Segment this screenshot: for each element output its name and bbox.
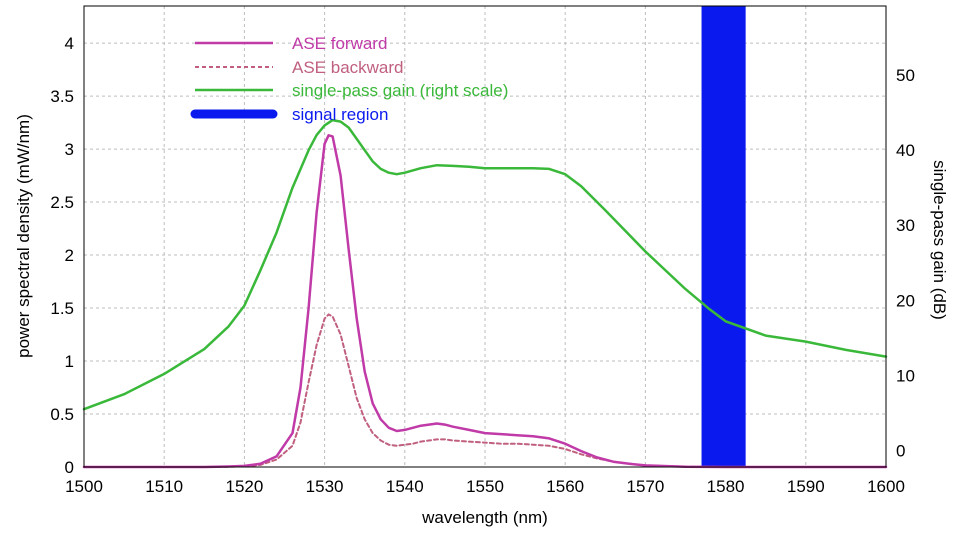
y-tick-label: 2.5 [50, 193, 74, 212]
x-tick-label: 1580 [707, 477, 745, 496]
x-tick-label: 1500 [65, 477, 103, 496]
x-tick-label: 1560 [546, 477, 584, 496]
x-tick-label: 1600 [867, 477, 905, 496]
x-ticks: 1500 1510 1520 1530 1540 1550 1560 1570 1580 1590… [65, 477, 905, 496]
plot-frame [83, 5, 887, 468]
series-line-ase-0 [82, 134, 888, 469]
signal-region-layer [701, 6, 746, 467]
y-tick-label: 4 [65, 34, 74, 53]
x-axis-label: wavelength (nm) [421, 508, 548, 527]
legend-label-ase-forward: ASE forward [292, 34, 387, 53]
y-tick-label: 0 [65, 458, 74, 477]
y-axis-label: power spectral density (mW/nm) [14, 114, 33, 358]
x-tick-label: 1530 [306, 477, 344, 496]
x-tick-label: 1550 [466, 477, 504, 496]
legend: ASE forward ASE backward single-pass gai… [190, 34, 508, 124]
y-tick-label: 2 [65, 246, 74, 265]
y-tick-label: 1.5 [50, 299, 74, 318]
x-tick-label: 1590 [787, 477, 825, 496]
legend-label-ase-backward: ASE backward [292, 58, 404, 77]
legend-label-gain: single-pass gain (right scale) [292, 81, 508, 100]
x-tick-label: 1540 [386, 477, 424, 496]
y2-ticks: 0 10 20 30 40 50 [896, 66, 915, 460]
y-tick-label: 1 [65, 352, 74, 371]
y2-tick-label: 0 [896, 441, 905, 460]
legend-label-signal-region: signal region [292, 105, 388, 124]
signal-region-band [701, 6, 746, 467]
series-layer [82, 118, 888, 469]
y2-tick-label: 30 [896, 216, 915, 235]
x-tick-label: 1520 [225, 477, 263, 496]
y2-tick-label: 40 [896, 141, 915, 160]
y-tick-label: 3.5 [50, 87, 74, 106]
x-tick-label: 1570 [626, 477, 664, 496]
y-tick-label: 0.5 [50, 405, 74, 424]
y-tick-label: 3 [65, 140, 74, 159]
y-ticks: 0 0.5 1 1.5 2 2.5 3 3.5 4 [50, 34, 74, 477]
y2-tick-label: 20 [896, 291, 915, 310]
grid [84, 6, 886, 467]
series-line-single-pass-2 [82, 118, 888, 411]
y2-axis-label: single-pass gain (dB) [930, 160, 949, 320]
series-line-ase-1 [83, 313, 887, 468]
x-tick-label: 1510 [145, 477, 183, 496]
y2-tick-label: 10 [896, 366, 915, 385]
y2-tick-label: 50 [896, 66, 915, 85]
